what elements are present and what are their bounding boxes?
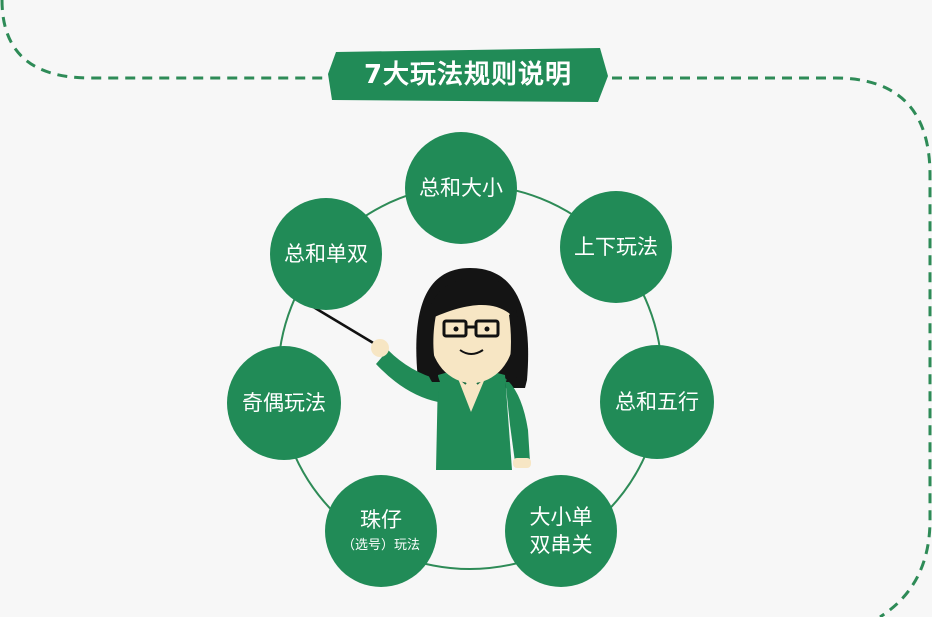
mode-pearl-number-pick: 珠仔 （选号）玩法 [325, 475, 437, 587]
banner-shape [328, 48, 608, 102]
mode-sum-odd-even: 总和单双 [270, 198, 382, 310]
mode-label: 珠仔 [360, 508, 402, 532]
mode-label: 总和单双 [284, 242, 368, 266]
mode-label: 总和大小 [419, 176, 503, 200]
mode-up-down: 上下玩法 [560, 191, 672, 303]
page-title: 7大玩法规则说明 [363, 60, 573, 90]
teacher-illustration [309, 268, 531, 470]
mode-label: 奇偶玩法 [242, 391, 326, 415]
mode-label-line2: 双串关 [529, 533, 593, 557]
mode-sublabel: （选号）玩法 [341, 538, 420, 553]
mode-odd-even: 奇偶玩法 [227, 346, 341, 460]
mode-label: 上下玩法 [574, 235, 658, 259]
mode-sum-five-elements: 总和五行 [600, 345, 714, 459]
title-banner: 7大玩法规则说明 [328, 46, 608, 104]
mode-label-line1: 大小单 [529, 505, 593, 529]
dashed-frame-left [0, 0, 330, 80]
mode-big-small-odd-even-parlay: 大小单 双串关 [505, 475, 617, 587]
dashed-frame-right [612, 76, 932, 617]
mode-label: 总和五行 [615, 390, 699, 414]
mode-sum-big-small: 总和大小 [405, 132, 517, 244]
